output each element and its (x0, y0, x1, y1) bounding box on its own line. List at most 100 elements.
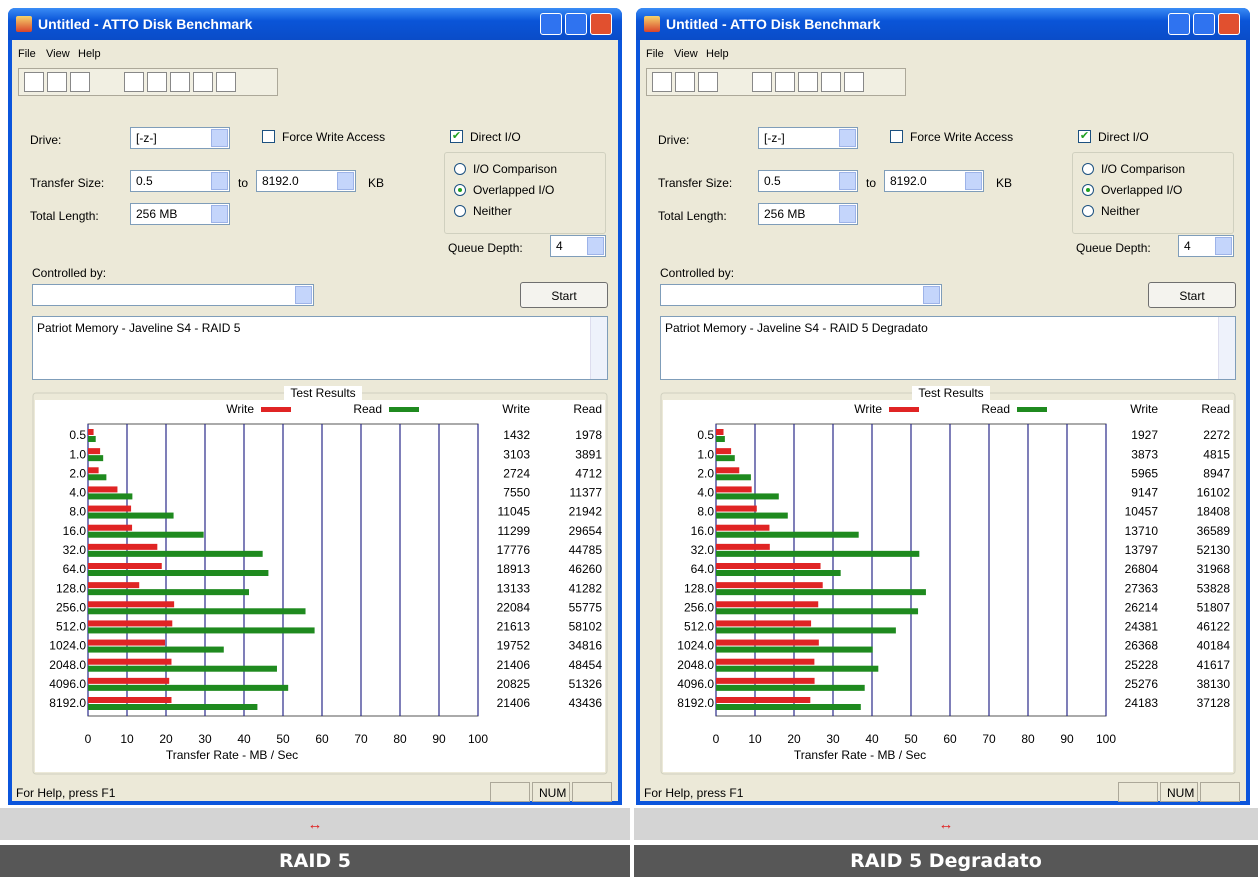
combo-box[interactable]: 256 MB (130, 203, 230, 225)
bar (716, 486, 752, 492)
radio-button[interactable] (1082, 184, 1094, 196)
window-button[interactable] (1168, 13, 1190, 35)
toolbar-button[interactable] (752, 72, 772, 92)
combo-box[interactable]: [-z-] (758, 127, 858, 149)
value-label: 24183 (1125, 696, 1159, 710)
column-header: Read (573, 402, 602, 416)
dropdown-button[interactable] (211, 172, 228, 190)
window-button[interactable] (540, 13, 562, 35)
dropdown-button[interactable] (839, 172, 856, 190)
dropdown-button[interactable] (839, 129, 856, 147)
combo-box[interactable]: 256 MB (758, 203, 858, 225)
description-box[interactable]: Patriot Memory - Javeline S4 - RAID 5 (32, 316, 608, 380)
checkbox[interactable]: ✔ (450, 130, 463, 143)
radio-button[interactable] (454, 205, 466, 217)
dropdown-button[interactable] (211, 205, 228, 223)
window-button[interactable] (590, 13, 612, 35)
x-tick-label: 80 (1021, 732, 1035, 746)
bar (716, 627, 896, 633)
radio-button[interactable] (1082, 205, 1094, 217)
value-label: 41282 (569, 581, 603, 595)
toolbar-button[interactable] (70, 72, 90, 92)
value-label: 38130 (1197, 677, 1231, 691)
x-axis-label: Transfer Rate - MB / Sec (166, 748, 298, 762)
caption-strip: ↔ (634, 808, 1258, 840)
queue-depth-label: Queue Depth: (1076, 241, 1151, 255)
combo-box[interactable]: 4 (1178, 235, 1234, 257)
checkbox[interactable] (890, 130, 903, 143)
menu-item[interactable]: File (646, 48, 664, 60)
toolbar-button[interactable] (652, 72, 672, 92)
start-button[interactable]: Start (1148, 282, 1236, 308)
toolbar-button[interactable] (147, 72, 167, 92)
radio-button[interactable] (454, 184, 466, 196)
toolbar-button[interactable] (775, 72, 795, 92)
status-text: For Help, press F1 (16, 786, 115, 800)
dropdown-button[interactable] (965, 172, 982, 190)
toolbar-button[interactable] (193, 72, 213, 92)
column-header: Write (502, 402, 530, 416)
menu-item[interactable]: Help (78, 48, 101, 60)
dropdown-button[interactable] (211, 129, 228, 147)
start-button[interactable]: Start (520, 282, 608, 308)
toolbar-button[interactable] (170, 72, 190, 92)
combo-box[interactable]: 8192.0 (884, 170, 984, 192)
value-label: 1432 (503, 428, 530, 442)
y-tick-label: 0.5 (697, 428, 714, 442)
checkbox[interactable]: ✔ (1078, 130, 1091, 143)
radio-button[interactable] (1082, 163, 1094, 175)
combo-box[interactable]: 8192.0 (256, 170, 356, 192)
combo-box[interactable]: 4 (550, 235, 606, 257)
value-label: 10457 (1125, 505, 1159, 519)
combo-box[interactable]: 0.5 (130, 170, 230, 192)
dropdown-button[interactable] (587, 237, 604, 255)
toolbar-button[interactable] (47, 72, 67, 92)
menu-item[interactable]: File (18, 48, 36, 60)
dropdown-button[interactable] (923, 286, 940, 304)
y-tick-label: 2048.0 (677, 658, 714, 672)
toolbar-button[interactable] (798, 72, 818, 92)
bar (716, 601, 818, 607)
combo-box[interactable]: [-z-] (130, 127, 230, 149)
toolbar-button[interactable] (24, 72, 44, 92)
menu-item[interactable]: View (674, 48, 698, 60)
menu-item[interactable]: View (46, 48, 70, 60)
bar (716, 544, 770, 550)
radio-label: Overlapped I/O (1101, 183, 1182, 197)
caption-bar: RAID 5 (0, 845, 630, 877)
combo-box[interactable] (660, 284, 942, 306)
toolbar-button[interactable] (216, 72, 236, 92)
checkbox[interactable] (262, 130, 275, 143)
window-title: Untitled - ATTO Disk Benchmark (38, 16, 252, 32)
bar (88, 486, 117, 492)
combo-box[interactable]: 0.5 (758, 170, 858, 192)
toolbar-button[interactable] (821, 72, 841, 92)
app-icon (644, 16, 660, 32)
description-box[interactable]: Patriot Memory - Javeline S4 - RAID 5 De… (660, 316, 1236, 380)
toolbar-button[interactable] (698, 72, 718, 92)
bar (716, 525, 769, 531)
bar (88, 448, 100, 454)
value-label: 34816 (569, 639, 603, 653)
window-button[interactable] (1193, 13, 1215, 35)
bar (88, 436, 96, 442)
y-tick-label: 256.0 (684, 600, 714, 614)
dropdown-button[interactable] (839, 205, 856, 223)
dropdown-button[interactable] (295, 286, 312, 304)
menu-item[interactable]: Help (706, 48, 729, 60)
drive-label: Drive: (658, 133, 689, 147)
dropdown-button[interactable] (337, 172, 354, 190)
combo-box[interactable] (32, 284, 314, 306)
window-button[interactable] (565, 13, 587, 35)
toolbar-button[interactable] (844, 72, 864, 92)
value-label: 27363 (1125, 581, 1159, 595)
value-label: 11377 (570, 486, 603, 500)
radio-dot (1086, 188, 1090, 192)
value-label: 8947 (1203, 466, 1230, 480)
bar (716, 467, 739, 473)
dropdown-button[interactable] (1215, 237, 1232, 255)
toolbar-button[interactable] (124, 72, 144, 92)
window-button[interactable] (1218, 13, 1240, 35)
radio-button[interactable] (454, 163, 466, 175)
toolbar-button[interactable] (675, 72, 695, 92)
